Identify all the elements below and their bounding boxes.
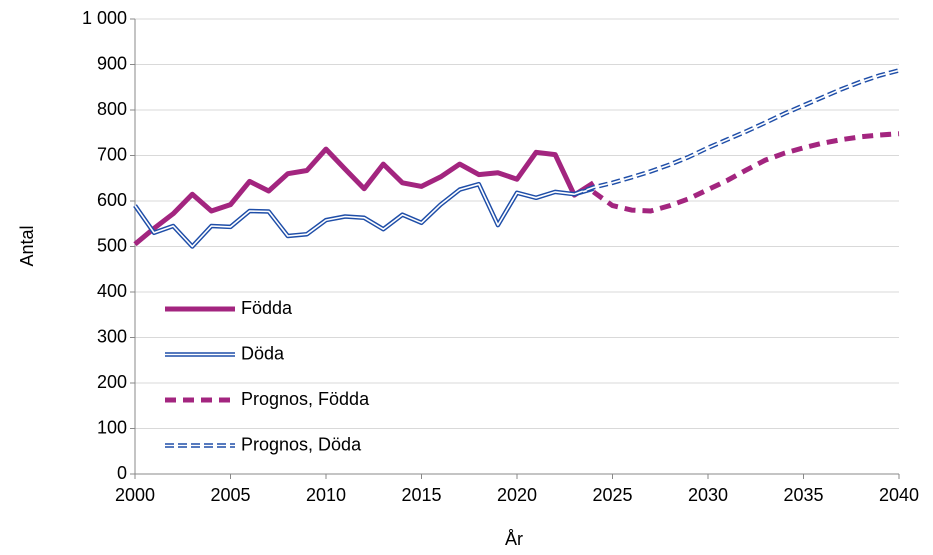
y-tick-label: 800 [97, 99, 127, 119]
x-tick-label: 2010 [306, 485, 346, 505]
y-tick-label: 300 [97, 326, 127, 346]
legend-label: Döda [241, 343, 285, 363]
x-tick-label: 2025 [592, 485, 632, 505]
x-tick-label: 2005 [210, 485, 250, 505]
x-tick-label: 2020 [497, 485, 537, 505]
y-tick-label: 100 [97, 417, 127, 437]
y-tick-label: 400 [97, 281, 127, 301]
legend-label: Prognos, Födda [241, 389, 370, 409]
x-tick-label: 2030 [688, 485, 728, 505]
series-line [133, 181, 595, 249]
legend-label: Födda [241, 298, 293, 318]
series-line [574, 69, 900, 195]
x-tick-label: 2040 [879, 485, 919, 505]
y-tick-label: 0 [117, 463, 127, 483]
y-tick-label: 600 [97, 190, 127, 210]
y-tick-label: 700 [97, 144, 127, 164]
x-tick-label: 2000 [115, 485, 155, 505]
x-tick-label: 2015 [401, 485, 441, 505]
legend-label: Prognos, Döda [241, 434, 362, 454]
y-tick-label: 900 [97, 53, 127, 73]
y-tick-label: 1 000 [82, 8, 127, 28]
series-line [591, 131, 900, 214]
series-line [133, 146, 595, 247]
series-line [134, 183, 594, 248]
y-tick-label: 500 [97, 235, 127, 255]
y-axis-label: Antal [17, 225, 37, 266]
series-line [573, 68, 900, 197]
x-axis-label: År [505, 529, 523, 549]
y-tick-label: 200 [97, 372, 127, 392]
x-tick-label: 2035 [783, 485, 823, 505]
